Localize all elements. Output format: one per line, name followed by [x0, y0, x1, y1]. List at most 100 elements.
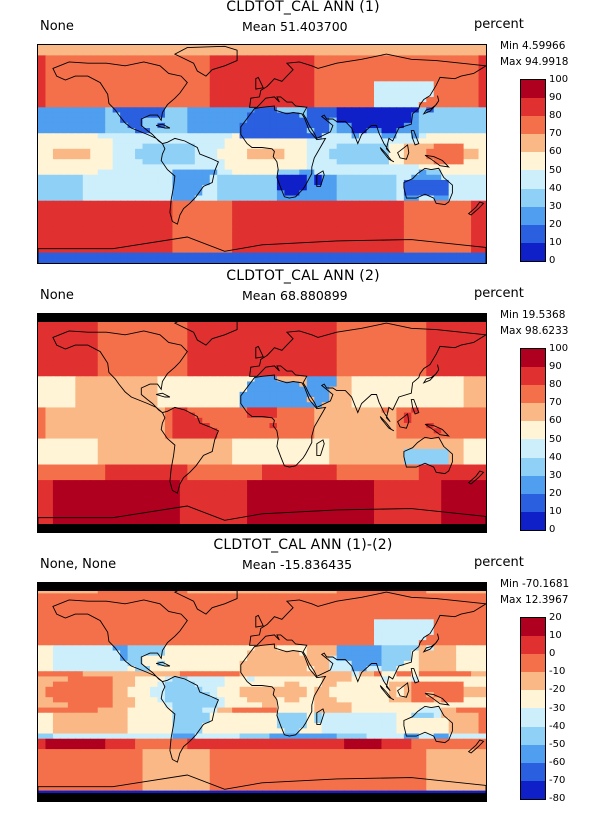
field-cell: [269, 417, 278, 424]
field-cell: [67, 506, 76, 512]
field-cell: [142, 495, 151, 502]
field-cell: [284, 252, 293, 259]
field-cell: [276, 237, 285, 243]
field-cell: [247, 459, 256, 466]
field-cell: [209, 397, 218, 403]
field-cell: [239, 417, 248, 424]
field-cell: [321, 133, 330, 140]
field-cell: [224, 485, 233, 492]
field-cell: [366, 50, 375, 56]
field-cell: [232, 237, 241, 243]
field-cell: [60, 205, 69, 212]
field-cell: [471, 143, 480, 150]
field-cell: [97, 464, 106, 471]
field-cell: [396, 433, 405, 440]
field-cell: [418, 355, 427, 362]
field-cell: [426, 216, 435, 223]
field-cell: [291, 319, 300, 325]
field-cell: [299, 345, 308, 351]
field-cell: [217, 60, 226, 67]
field-cell: [217, 386, 226, 393]
field-cell: [52, 350, 61, 357]
field-cell: [478, 185, 486, 191]
field-cell: [418, 345, 427, 351]
field-cell: [67, 65, 76, 72]
field-cell: [269, 516, 278, 523]
field-cell: [217, 480, 226, 486]
field-cell: [157, 365, 166, 372]
field-cell: [135, 324, 144, 331]
field-cell: [60, 185, 69, 191]
field-cell: [45, 247, 54, 254]
field-cell: [135, 45, 144, 51]
field-cell: [164, 402, 173, 409]
field-cell: [112, 179, 121, 186]
field-cell: [120, 386, 129, 393]
field-cell: [344, 350, 353, 357]
field-cell: [112, 91, 121, 98]
cloud-fraction-map: [38, 314, 486, 532]
field-cell: [209, 128, 218, 134]
field-cell: [291, 350, 300, 357]
field-cell: [471, 417, 480, 424]
field-cell: [127, 221, 136, 228]
field-cell: [329, 423, 338, 429]
field-cell: [194, 329, 203, 336]
field-cell: [374, 480, 383, 486]
field-cell: [187, 174, 196, 181]
field-cell: [112, 469, 121, 476]
field-cell: [127, 485, 136, 492]
field-cell: [67, 345, 76, 351]
field-cell: [75, 117, 84, 124]
field-cell: [284, 205, 293, 212]
field-cell: [127, 428, 136, 434]
field-cell: [142, 133, 151, 140]
field-cell: [120, 360, 129, 367]
field-cell: [441, 438, 450, 445]
field-cell: [127, 257, 136, 263]
field-cell: [157, 469, 166, 476]
field-cell: [127, 350, 136, 357]
field-cell: [150, 122, 159, 129]
field-cell: [478, 107, 486, 114]
field-cell: [463, 376, 472, 383]
field-cell: [60, 516, 69, 523]
field-cell: [75, 138, 84, 145]
field-cell: [75, 511, 84, 518]
field-cell: [60, 469, 69, 476]
field-cell: [60, 174, 69, 181]
field-cell: [217, 257, 226, 263]
field-cell: [478, 386, 486, 393]
field-cell: [284, 474, 293, 481]
field-cell: [284, 324, 293, 331]
field-cell: [164, 86, 173, 93]
field-cell: [194, 371, 203, 377]
field-cell: [60, 96, 69, 103]
field-cell: [411, 339, 420, 346]
field-cell: [247, 433, 256, 440]
field-cell: [478, 216, 486, 223]
field-cell: [112, 516, 121, 523]
field-cell: [150, 205, 159, 212]
field-cell: [247, 448, 256, 455]
field-cell: [351, 117, 360, 124]
field-cell: [75, 438, 84, 445]
field-cell: [374, 107, 383, 114]
field-cell: [150, 454, 159, 460]
field-cell: [202, 247, 211, 254]
field-cell: [299, 164, 308, 171]
field-cell: [478, 355, 486, 362]
field-cell: [388, 412, 397, 419]
field-cell: [321, 86, 330, 93]
field-cell: [127, 339, 136, 346]
field-cell: [202, 86, 211, 93]
field-cell: [411, 376, 420, 383]
coastline: [249, 53, 486, 154]
field-cell: [239, 122, 248, 129]
field-cell: [359, 122, 368, 129]
field-cell: [314, 133, 323, 140]
field-cell: [276, 345, 285, 351]
field-cell: [441, 428, 450, 434]
field-cell: [314, 495, 323, 502]
field-cell: [456, 506, 465, 512]
